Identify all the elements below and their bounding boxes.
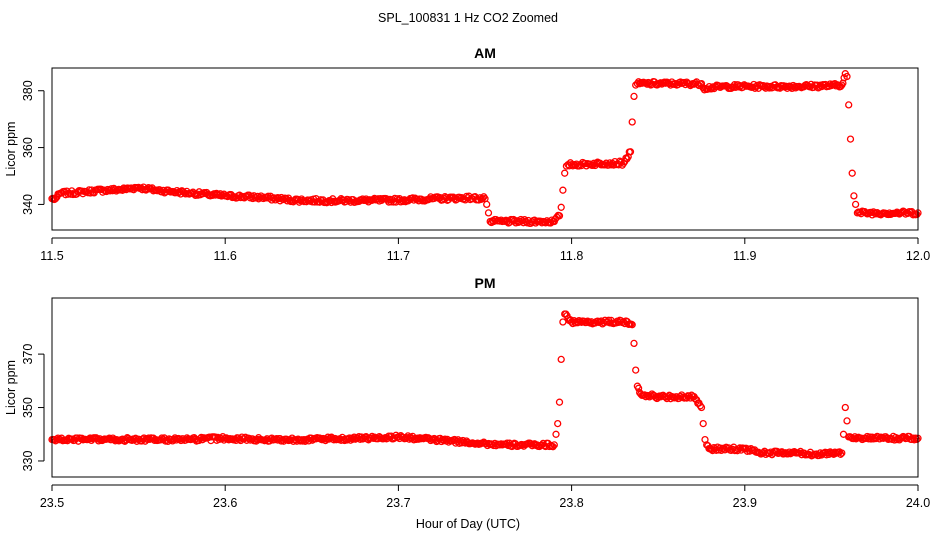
am-x-tick-label: 11.7 bbox=[387, 249, 410, 263]
pm-x-tick-label: 23.6 bbox=[213, 496, 237, 510]
pm-point bbox=[559, 318, 567, 326]
pm-point bbox=[549, 443, 557, 451]
am-point bbox=[630, 92, 638, 101]
am-point bbox=[660, 78, 669, 86]
am-point bbox=[850, 192, 858, 200]
am-point bbox=[851, 200, 860, 209]
pm-point bbox=[555, 398, 564, 406]
figure-title: SPL_100831 1 Hz CO2 Zoomed bbox=[378, 11, 558, 25]
pm-x-tick-label: 23.5 bbox=[40, 496, 64, 510]
pm-point bbox=[550, 441, 558, 449]
pm-y-tick-label: 350 bbox=[21, 397, 35, 418]
am-y-axis-label: Licor ppm bbox=[4, 122, 18, 177]
am-data-points bbox=[48, 70, 922, 227]
am-point bbox=[484, 209, 493, 217]
am-point bbox=[848, 169, 856, 177]
pm-point bbox=[554, 419, 562, 428]
pm-x-tick-label: 23.7 bbox=[386, 496, 410, 510]
pm-point bbox=[628, 321, 636, 329]
am-y-tick-label: 380 bbox=[21, 80, 35, 101]
am-x-tick-label: 11.8 bbox=[560, 249, 583, 263]
pm-point bbox=[699, 419, 707, 428]
pm-x-tick-label: 24.0 bbox=[906, 496, 930, 510]
pm-point bbox=[696, 402, 704, 410]
am-point bbox=[845, 101, 853, 109]
pm-point bbox=[913, 435, 921, 444]
am-point bbox=[697, 79, 706, 88]
pm-y-axis-label: Licor ppm bbox=[4, 360, 18, 415]
pm-x-tick-label: 23.8 bbox=[559, 496, 583, 510]
am-point bbox=[913, 210, 921, 219]
am-panel-title: AM bbox=[474, 45, 496, 61]
pm-point bbox=[632, 366, 640, 374]
am-y-tick-label: 340 bbox=[21, 194, 35, 215]
pm-point bbox=[838, 449, 846, 457]
pm-point bbox=[697, 403, 706, 412]
pm-plot-frame bbox=[51, 297, 919, 478]
am-plot-frame bbox=[51, 67, 919, 231]
pm-y-tick-label: 370 bbox=[21, 344, 35, 365]
pm-point bbox=[836, 450, 845, 458]
am-x-tick-label: 11.6 bbox=[213, 249, 236, 263]
am-point bbox=[843, 72, 851, 81]
pm-point bbox=[841, 403, 849, 412]
pm-panel: PM Licor ppm 23.5 23.6 23.7 23.8 23.9 24.0 330 35… bbox=[4, 275, 930, 510]
am-point bbox=[483, 200, 491, 209]
pm-point bbox=[634, 384, 643, 392]
am-y-tick-label: 360 bbox=[21, 137, 35, 158]
pm-point bbox=[843, 417, 851, 425]
pm-point bbox=[557, 355, 565, 364]
am-point bbox=[478, 194, 487, 203]
pm-point bbox=[552, 430, 560, 438]
am-point bbox=[143, 185, 151, 193]
am-x-tick-label: 11.5 bbox=[40, 249, 63, 263]
am-panel: AM Licor ppm 11.5 11.6 11.7 11.8 11.9 12.0 340 36… bbox=[4, 45, 930, 263]
pm-x-tick-label: 23.9 bbox=[733, 496, 757, 510]
pm-point bbox=[909, 434, 917, 442]
am-point bbox=[846, 135, 855, 143]
am-x-tick-label: 12.0 bbox=[906, 249, 930, 263]
pm-point bbox=[630, 339, 638, 348]
pm-data-points bbox=[48, 310, 922, 460]
am-point bbox=[555, 212, 564, 220]
am-point bbox=[626, 148, 635, 156]
pm-panel-title: PM bbox=[475, 275, 496, 291]
am-point bbox=[561, 169, 569, 177]
am-point bbox=[559, 186, 567, 194]
am-point bbox=[628, 118, 636, 126]
pm-y-tick-label: 330 bbox=[21, 450, 35, 471]
pm-point bbox=[145, 434, 153, 442]
am-x-tick-label: 11.9 bbox=[733, 249, 756, 263]
am-point bbox=[557, 203, 565, 211]
x-axis-label: Hour of Day (UTC) bbox=[416, 517, 520, 531]
am-point bbox=[311, 198, 319, 206]
am-point bbox=[199, 190, 207, 198]
am-point bbox=[501, 217, 509, 225]
